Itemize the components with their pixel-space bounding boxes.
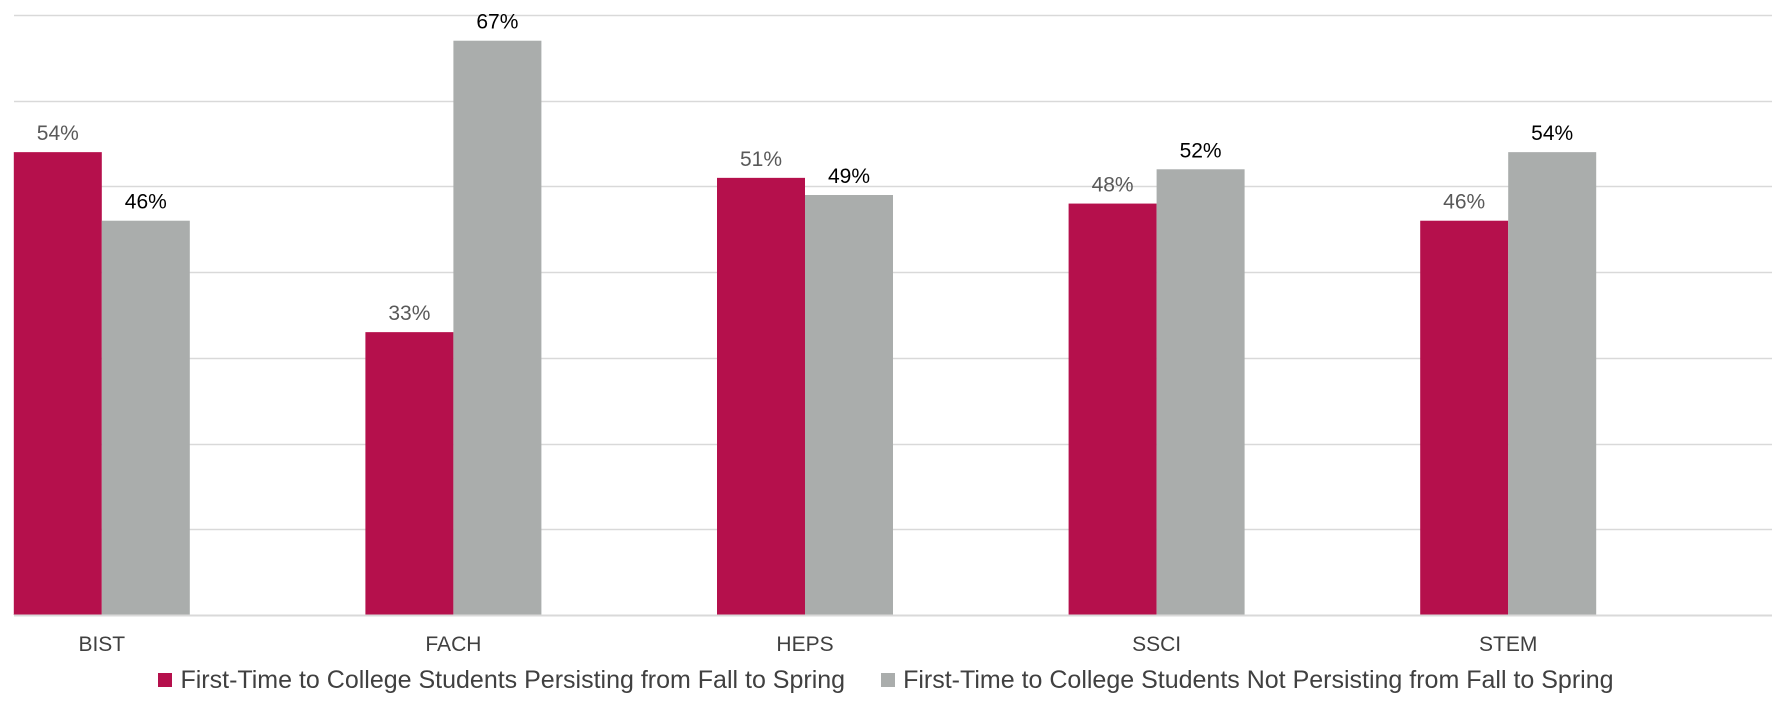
bar-54-bist: [13, 152, 102, 615]
data-label: 54%: [1531, 122, 1573, 145]
x-tick-label: BIST: [78, 633, 125, 656]
bar-48-ssci: [1068, 203, 1157, 616]
chart-legend: First-Time to College Students Persistin…: [0, 664, 1772, 696]
data-label: 48%: [1092, 174, 1134, 197]
bar-33-fach: [365, 332, 454, 615]
bar-67-fach: [453, 40, 542, 615]
data-label: 67%: [476, 11, 518, 34]
bar-49-heps: [805, 195, 893, 615]
data-label: 51%: [740, 148, 782, 171]
data-label: 46%: [1443, 191, 1485, 214]
x-tick-label: SSCI: [1132, 633, 1181, 656]
data-label: 33%: [388, 302, 430, 325]
data-label: 52%: [1180, 139, 1222, 162]
legend-swatch-persisting: [158, 673, 173, 687]
bar-51-heps: [717, 177, 805, 615]
bar-46-bist: [101, 220, 190, 615]
x-tick-label: HEPS: [776, 633, 833, 656]
bar-52-ssci: [1156, 169, 1245, 616]
legend-item-persisting: First-Time to College Students Persistin…: [158, 666, 845, 695]
legend-item-not-persisting: First-Time to College Students Not Persi…: [881, 665, 1614, 695]
x-tick-label: STEM: [1479, 633, 1537, 656]
data-label: 46%: [125, 191, 167, 214]
legend-label-persisting: First-Time to College Students Persistin…: [180, 665, 846, 694]
data-label: 49%: [828, 165, 870, 188]
bar-46-stem: [1420, 220, 1509, 615]
legend-swatch-not-persisting: [881, 673, 896, 687]
legend-label-not-persisting: First-Time to College Students Not Persi…: [903, 665, 1614, 694]
data-label: 54%: [37, 122, 79, 145]
x-tick-label: FACH: [425, 633, 481, 656]
bar-54-stem: [1508, 152, 1597, 615]
